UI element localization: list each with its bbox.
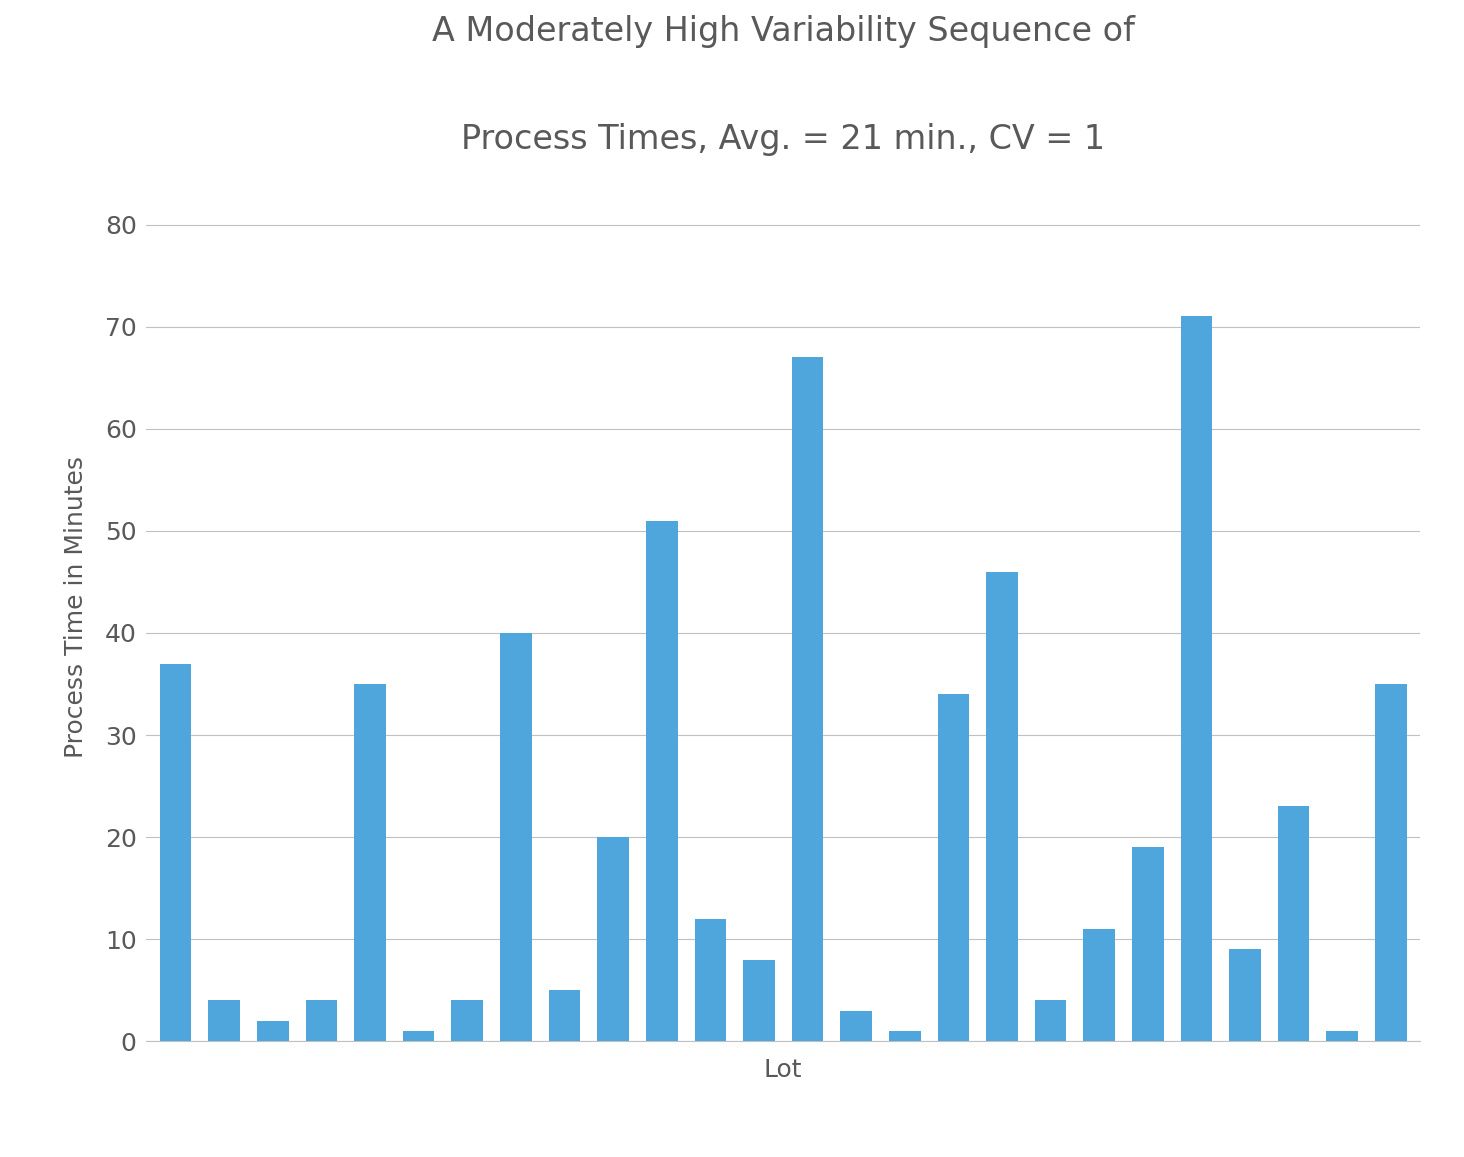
Bar xyxy=(937,694,969,1041)
Bar xyxy=(501,633,531,1041)
Bar xyxy=(1132,847,1164,1041)
Title: A Moderately High Variability Sequence of

Process Times, Avg. = 21 min., CV = 1: A Moderately High Variability Sequence o… xyxy=(432,15,1135,155)
Bar xyxy=(597,838,630,1041)
Bar xyxy=(354,684,386,1041)
Bar xyxy=(1278,806,1309,1041)
Bar xyxy=(160,664,192,1041)
Bar xyxy=(258,1020,288,1041)
Bar xyxy=(840,1011,873,1041)
Bar xyxy=(646,521,678,1041)
Bar xyxy=(403,1031,435,1041)
Bar xyxy=(451,1001,483,1041)
Bar xyxy=(744,959,774,1041)
Bar xyxy=(1230,950,1261,1041)
Bar xyxy=(987,572,1017,1041)
Y-axis label: Process Time in Minutes: Process Time in Minutes xyxy=(64,456,88,759)
Bar xyxy=(1375,684,1407,1041)
Bar xyxy=(208,1001,240,1041)
Bar xyxy=(694,919,726,1041)
Bar xyxy=(889,1031,921,1041)
Bar xyxy=(792,358,823,1041)
Bar xyxy=(1083,929,1116,1041)
Bar xyxy=(549,990,580,1041)
X-axis label: Lot: Lot xyxy=(764,1057,802,1082)
Bar xyxy=(1180,317,1212,1041)
Bar xyxy=(1035,1001,1066,1041)
Bar xyxy=(1326,1031,1359,1041)
Bar xyxy=(306,1001,337,1041)
